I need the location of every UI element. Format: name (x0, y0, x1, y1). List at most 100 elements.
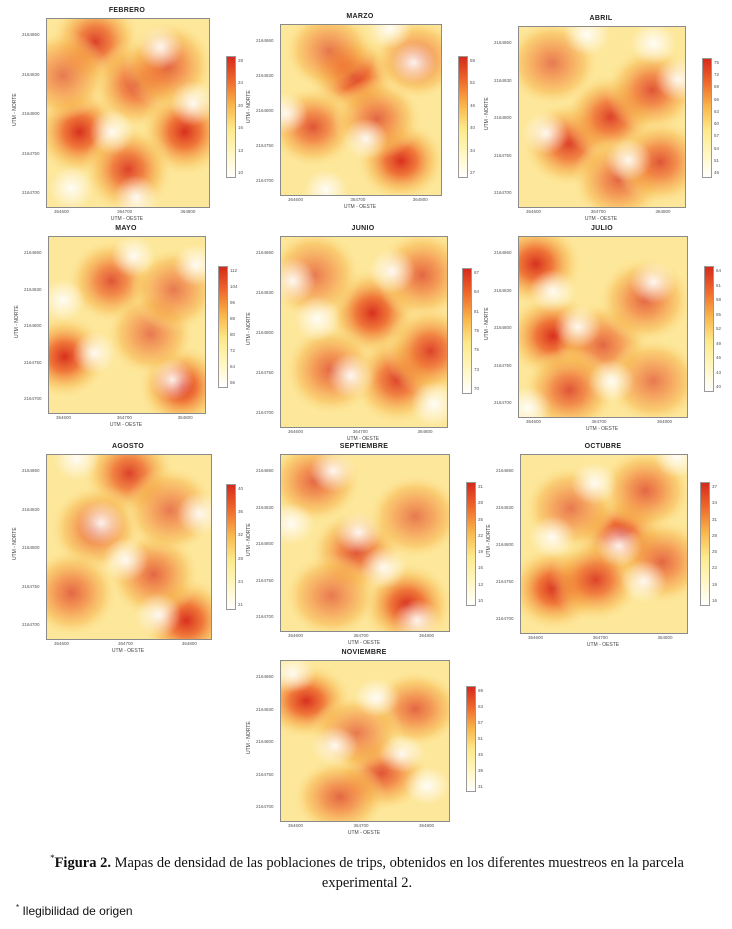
x-tick-label: 364800 (657, 419, 673, 424)
low-density-spot (378, 734, 426, 773)
low-density-spot (49, 279, 85, 322)
density-map (280, 454, 450, 632)
y-tick-label: 2164830 (496, 505, 514, 510)
density-map-svg (281, 661, 449, 821)
colorbar-tick-label: 81 (474, 308, 480, 314)
x-tick-label: 364600 (526, 209, 542, 214)
colorbar-tick-label: 57 (714, 133, 720, 139)
colorbar-tick-label: 104 (230, 284, 238, 289)
colorbar-tick-label: 51 (714, 157, 720, 163)
colorbar-tick-label: 20 (238, 102, 244, 108)
low-density-spot (281, 93, 309, 134)
low-density-spot (170, 81, 209, 127)
low-density-spot (367, 25, 413, 49)
y-tick-label: 2164700 (256, 804, 274, 809)
x-tick-label: 364700 (352, 429, 368, 434)
colorbar-tick-label: 57 (478, 720, 484, 725)
low-density-spot (176, 491, 211, 536)
x-tick-label: 364600 (288, 197, 304, 202)
y-axis-label: UTM - NORTE (486, 524, 492, 557)
low-density-spot (78, 501, 125, 546)
colorbar-tick-label: 27 (470, 170, 476, 175)
low-density-spot (135, 593, 182, 638)
note-text: Ilegibilidad de origen (19, 904, 133, 918)
low-density-spot (281, 257, 316, 304)
y-axis-label: UTM - NORTE (246, 312, 252, 345)
colorbar-tick-label: 66 (714, 96, 720, 102)
color-scale-bar (700, 482, 710, 606)
colorbar-tick-label: 13 (478, 581, 484, 587)
low-density-spot (111, 237, 156, 278)
low-density-spot (281, 661, 317, 693)
x-tick-label: 364600 (526, 419, 542, 424)
low-density-spot (368, 248, 416, 294)
low-density-spot (113, 175, 159, 207)
colorbar-tick-label: 40 (238, 486, 244, 491)
low-density-spot (629, 260, 677, 304)
density-hotspot (383, 305, 447, 397)
colorbar-tick-label: 75 (474, 347, 480, 353)
y-axis-label: UTM - NORTE (12, 93, 18, 126)
low-density-spot (570, 462, 618, 505)
density-map-svg (49, 237, 205, 413)
y-tick-label: 2164800 (494, 115, 512, 120)
colorbar-tick-label: 10 (238, 170, 244, 175)
colorbar-tick-label: 48 (714, 170, 720, 175)
low-density-spot (343, 118, 389, 160)
panel-title: FEBRERO (108, 7, 146, 14)
x-axis-label: UTM - OESTE (110, 216, 144, 222)
x-axis-label: UTM - OESTE (585, 426, 619, 432)
colorbar-tick-label: 63 (478, 704, 484, 709)
colorbar-tick-label: 16 (478, 565, 484, 571)
density-map (520, 454, 688, 634)
colorbar-tick-label: 19 (478, 549, 484, 555)
colorbar-tick-label: 43 (716, 369, 722, 375)
x-axis-label: UTM - OESTE (586, 642, 620, 648)
density-map (518, 236, 688, 418)
colorbar-tick-label: 87 (474, 270, 480, 275)
low-density-spot (89, 109, 135, 155)
x-tick-label: 364800 (412, 197, 428, 202)
caption-text: Mapas de densidad de las poblaciones de … (110, 854, 684, 891)
y-axis-label: UTM - NORTE (484, 97, 490, 130)
colorbar-tick-label: 36 (238, 509, 244, 515)
low-density-spot (630, 27, 677, 65)
density-map (46, 454, 212, 640)
x-axis-label: UTM - OESTE (346, 436, 380, 442)
low-density-spot (519, 386, 551, 417)
x-tick-label: 364600 (54, 209, 70, 214)
colorbar-tick-label: 46 (716, 355, 722, 360)
y-tick-label: 2164860 (22, 32, 40, 37)
density-map-svg (47, 455, 211, 639)
x-tick-label: 364800 (180, 209, 196, 214)
low-density-spot (410, 381, 447, 427)
panel-title: ABRIL (589, 15, 613, 22)
colorbar-tick-label: 40 (716, 384, 722, 389)
colorbar-tick-label: 22 (712, 565, 718, 571)
colorbar-tick-label: 31 (478, 784, 484, 789)
colorbar-tick-label: 13 (238, 147, 244, 153)
panel-title: JUNIO (351, 225, 375, 232)
x-axis-label: UTM - OESTE (584, 216, 618, 222)
color-scale-bar (226, 56, 236, 178)
panel-title: OCTUBRE (584, 443, 622, 450)
density-hotspot (368, 474, 449, 559)
colorbar-tick-label: 78 (474, 328, 480, 333)
colorbar-tick-label: 31 (478, 484, 484, 489)
colorbar-tick-label: 25 (478, 516, 484, 522)
low-density-spot (554, 305, 602, 349)
y-tick-label: 2164750 (256, 370, 274, 375)
colorbar-tick-label: 64 (230, 364, 236, 369)
low-density-spot (173, 244, 205, 287)
x-tick-label: 364700 (590, 209, 606, 214)
y-tick-label: 2164750 (494, 152, 512, 158)
illegibility-note: * Ilegibilidad de origen (16, 903, 133, 918)
density-hotspot (292, 758, 387, 821)
y-axis-label: UTM - NORTE (246, 523, 252, 556)
density-map-svg (521, 455, 687, 633)
y-tick-label: 2164830 (494, 77, 512, 83)
y-tick-label: 2164700 (22, 622, 40, 627)
colorbar-tick-label: 19 (712, 581, 718, 587)
panel-title: SEPTIEMBRE (339, 443, 389, 450)
density-map-svg (47, 19, 209, 207)
